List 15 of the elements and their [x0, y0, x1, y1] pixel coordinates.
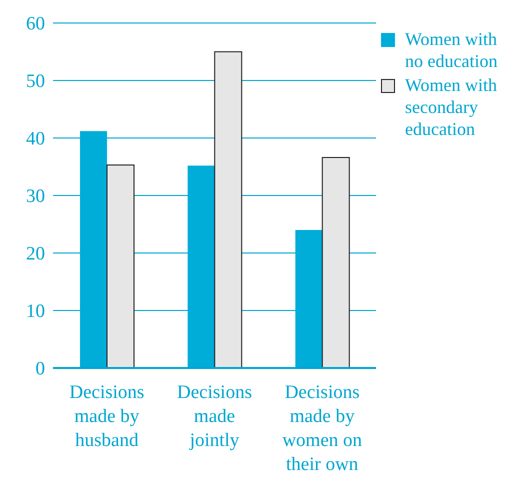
y-tick-label: 20: [26, 244, 45, 265]
y-tick-label: 30: [26, 186, 45, 208]
y-tick-label: 40: [26, 128, 45, 150]
y-tick-label: 0: [36, 358, 45, 380]
legend-label: Women with secondary education: [405, 74, 498, 140]
legend-label: Women with no education: [405, 28, 498, 72]
x-tick-label: Decisions made by husband: [69, 382, 144, 451]
y-tick-label: 60: [26, 14, 45, 35]
bar: [106, 164, 134, 368]
x-tick-label: Decisions made jointly: [177, 382, 252, 451]
y-tick-label: 50: [26, 71, 45, 92]
y-tick-label: 10: [26, 301, 45, 322]
bar: [214, 51, 242, 368]
x-tick-label: Decisions made by women on their own: [282, 382, 363, 475]
bar: [322, 157, 350, 368]
